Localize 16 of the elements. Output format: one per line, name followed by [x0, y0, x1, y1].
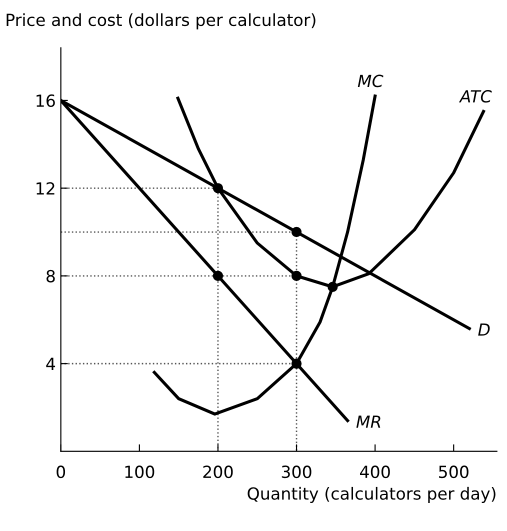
- series-label: D: [478, 323, 490, 336]
- x-tick-label: 300: [282, 466, 312, 478]
- y-tick-label: 12: [36, 182, 54, 194]
- y-tick-label: 8: [46, 270, 55, 282]
- series-label: ATC: [458, 90, 492, 103]
- y-tick-label: 16: [36, 94, 55, 107]
- y-axis-title: Price and cost (dollars per calculator): [6, 13, 316, 30]
- x-axis-title: Quantity (calculators per day): [248, 486, 496, 504]
- x-tick-label: 100: [125, 466, 154, 478]
- x-tick-label: 500: [439, 466, 468, 478]
- y-tick-label: 4: [46, 358, 56, 370]
- x-tick-label: 200: [203, 466, 233, 478]
- series-label: MC: [358, 74, 384, 88]
- x-tick-label: 400: [360, 466, 390, 478]
- series-label: MR: [356, 416, 380, 428]
- x-tick-label: 0: [56, 466, 66, 478]
